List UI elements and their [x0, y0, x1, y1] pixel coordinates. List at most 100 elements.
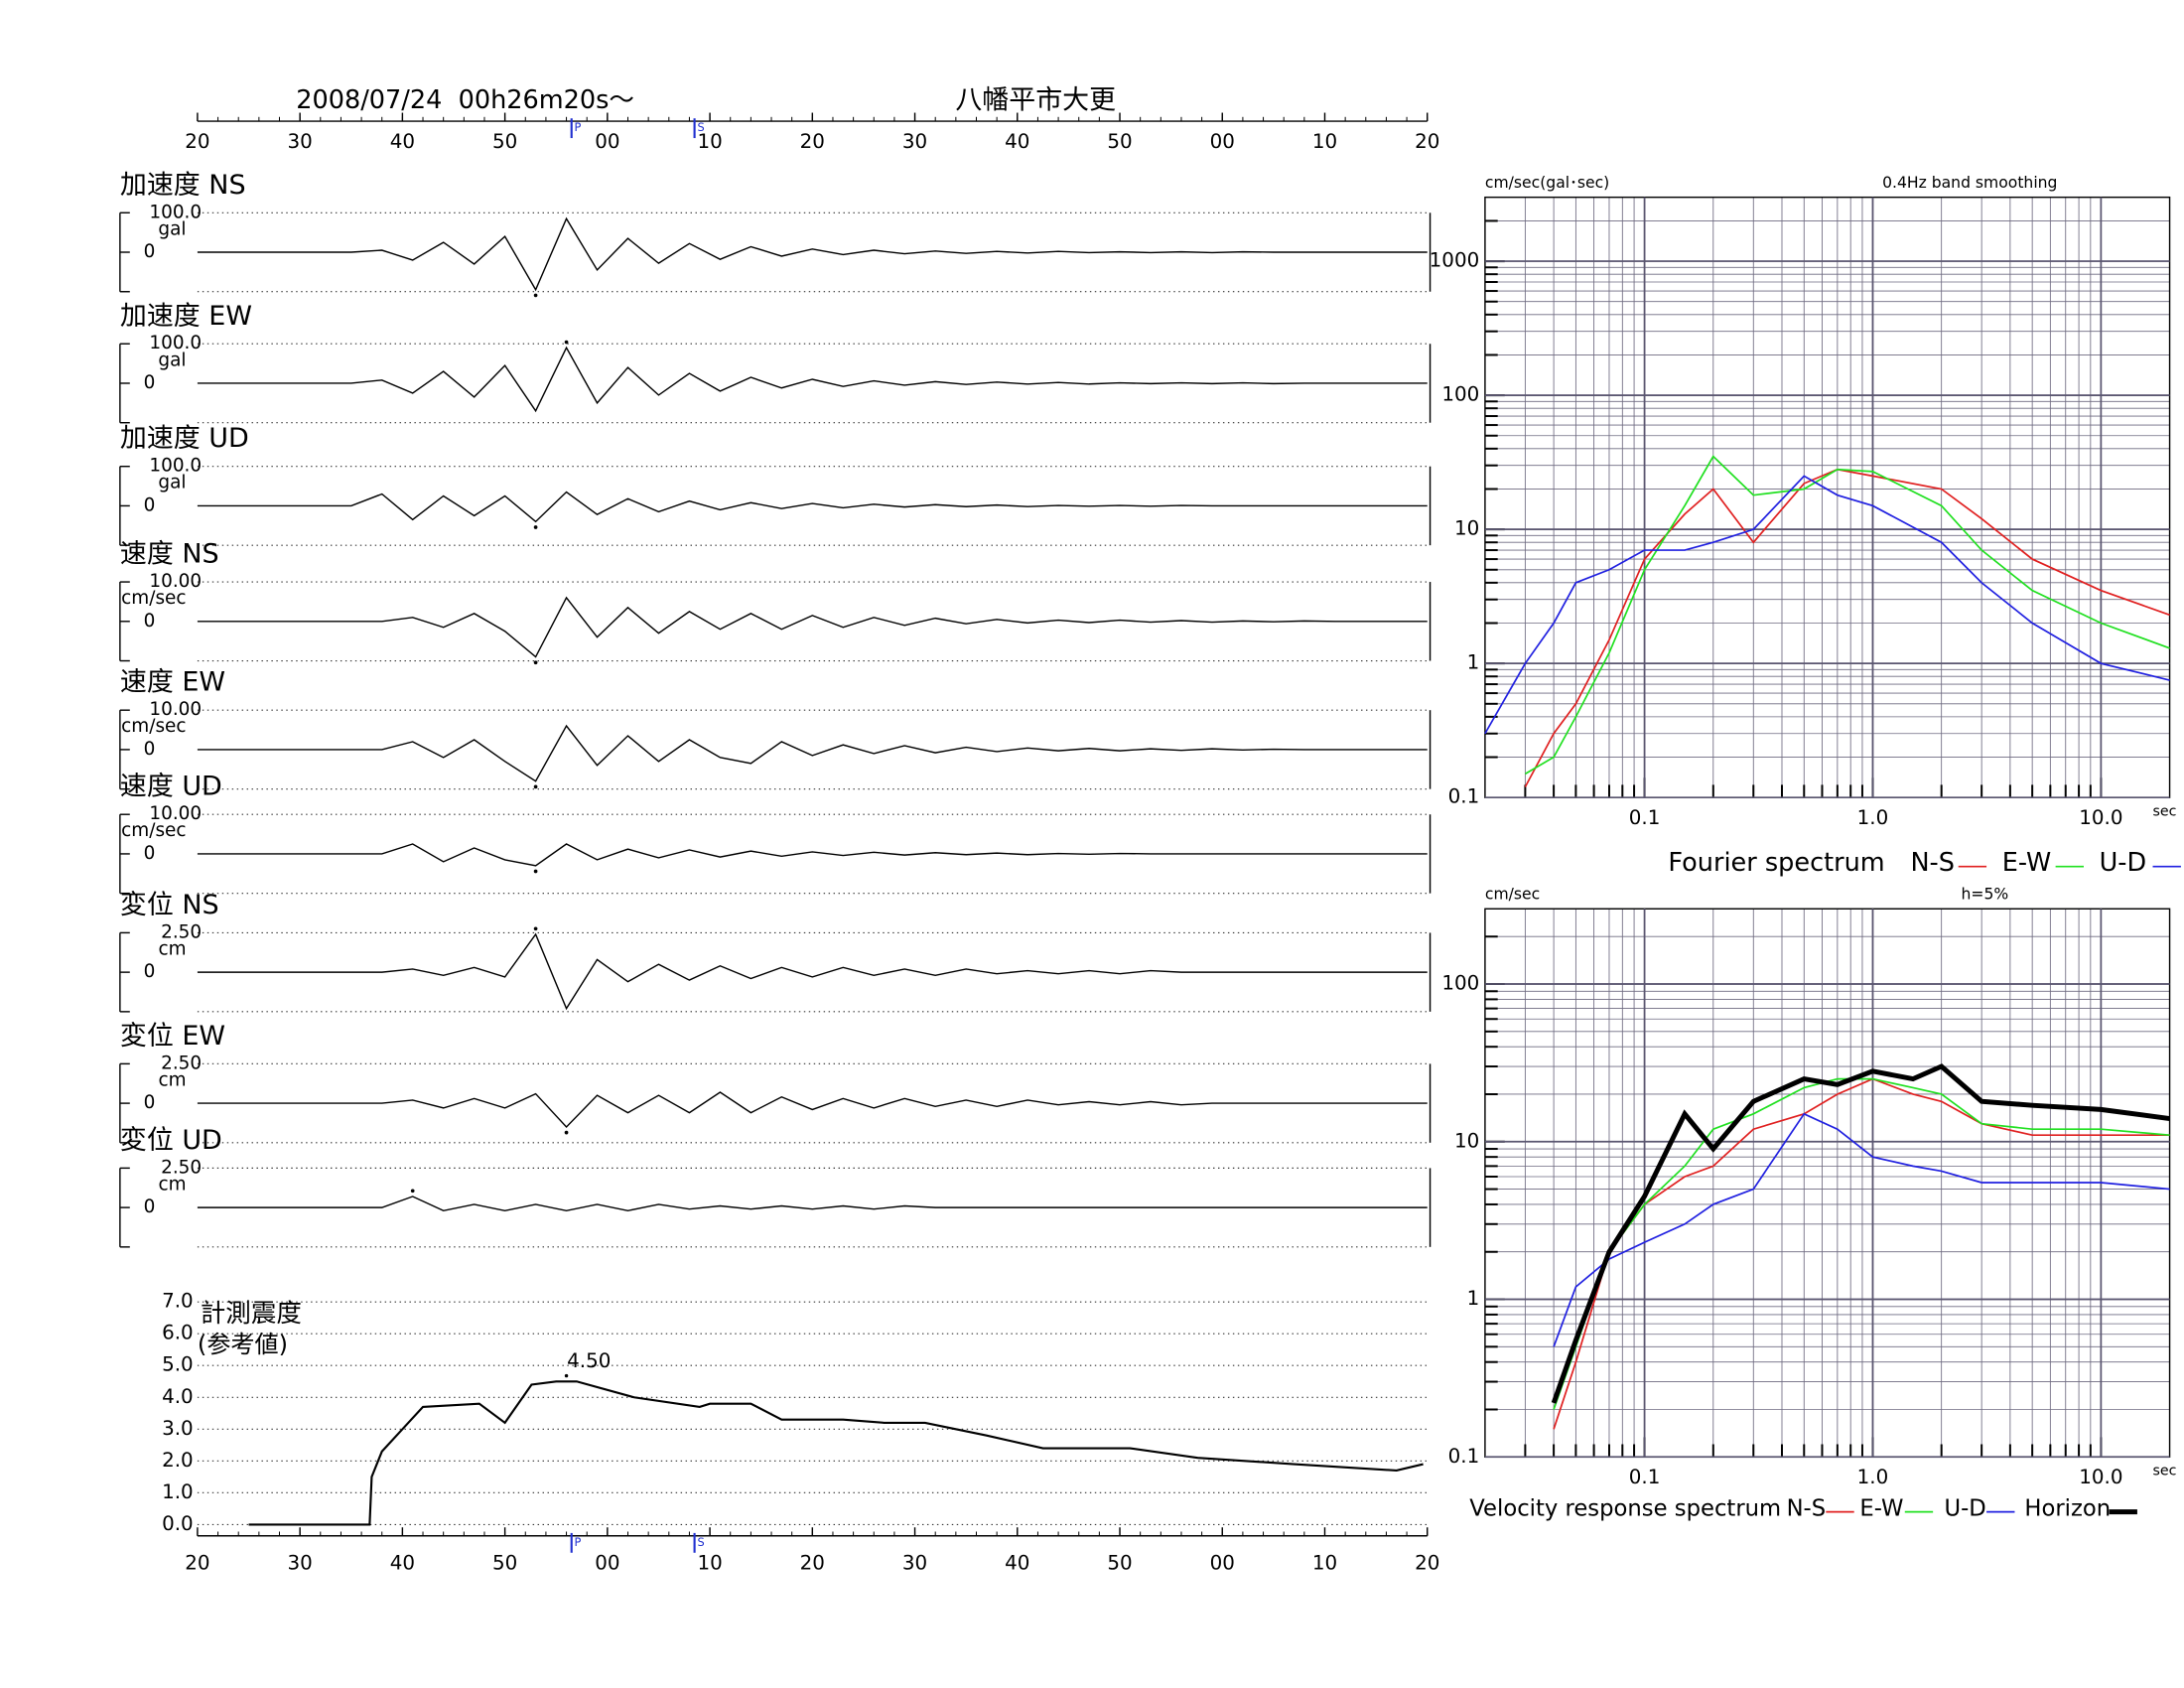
waveform	[197, 932, 1428, 1011]
trace-title: 速度 NS	[120, 539, 219, 570]
unit-label: gal	[158, 350, 186, 370]
time-tick-label: 20	[800, 1552, 825, 1575]
time-tick-label: 40	[1005, 1552, 1029, 1575]
time-tick-label: 30	[902, 1552, 927, 1575]
time-tick-label: 40	[1005, 130, 1029, 153]
phase-marker-label: S	[697, 1535, 704, 1549]
x-tick-label: 10.0	[2079, 806, 2122, 829]
x-tick-label: 1.0	[1857, 1466, 1889, 1488]
annotation-dot	[564, 1373, 569, 1378]
spectrum-line	[1553, 1112, 2170, 1347]
legend-label: E-W	[1859, 1495, 1903, 1521]
time-tick-label: 50	[492, 130, 517, 153]
time-tick-label: 00	[595, 1552, 619, 1575]
y-tick-label: 2.50	[161, 1053, 202, 1073]
legend-label: U-D	[2100, 848, 2147, 878]
peak-dot	[410, 1189, 415, 1194]
annotation: 4.50	[567, 1349, 611, 1372]
y-tick-label: 0	[144, 739, 156, 760]
legend-label: U-D	[1945, 1495, 1986, 1521]
y-axis-label: cm/sec(gal･sec)	[1485, 174, 1609, 192]
y-tick-label: 10.00	[149, 699, 202, 720]
y-tick-label: 100.0	[149, 333, 202, 353]
time-tick-label: 10	[697, 130, 722, 153]
waveform	[197, 843, 1428, 867]
y-tick-label: 7.0	[162, 1290, 194, 1313]
chart-subtitle: 0.4Hz band smoothing	[1882, 174, 2057, 192]
peak-dot	[564, 1130, 569, 1135]
y-tick-label: 0	[144, 1092, 156, 1113]
y-tick-label: 1	[1467, 651, 1480, 674]
spectrum-line	[1551, 1063, 2170, 1404]
waveform	[197, 491, 1428, 523]
unit-label: cm/sec	[121, 820, 186, 841]
spectrum-line	[1553, 1077, 2170, 1410]
peak-dot	[533, 784, 538, 789]
y-tick-label: 0.0	[162, 1512, 194, 1535]
chart-subtitle: h=5%	[1962, 886, 2009, 904]
y-tick-label: 0	[144, 372, 156, 393]
x-axis-label: sec	[2153, 803, 2177, 819]
spectrum-line	[1484, 475, 2170, 735]
peak-dot	[533, 926, 538, 931]
unit-label: gal	[158, 473, 186, 493]
time-tick-label: 20	[185, 1552, 209, 1575]
waveform	[197, 1196, 1428, 1212]
y-tick-label: 0	[144, 241, 156, 262]
unit-label: cm/sec	[121, 716, 186, 737]
trace-title: 速度 UD	[120, 772, 222, 802]
chart-title: 計測震度	[201, 1299, 302, 1329]
y-tick-label: 100.0	[149, 202, 202, 222]
y-tick-label: 1	[1467, 1287, 1480, 1310]
time-tick-label: 10	[1312, 1552, 1337, 1575]
unit-label: cm/sec	[121, 588, 186, 609]
time-tick-label: 10	[697, 1552, 722, 1575]
trace-title: 速度 EW	[120, 667, 225, 698]
time-tick-label: 40	[390, 1552, 415, 1575]
y-tick-label: 0	[144, 961, 156, 982]
time-tick-label: 50	[1107, 130, 1132, 153]
waveform	[197, 216, 1428, 292]
time-tick-label: 50	[492, 1552, 517, 1575]
y-tick-label: 10	[1454, 517, 1479, 540]
peak-dot	[533, 660, 538, 665]
y-tick-label: 100	[1441, 383, 1479, 406]
y-tick-label: 0	[144, 1196, 156, 1217]
y-tick-label: 1.0	[162, 1480, 194, 1503]
phase-marker-label: P	[575, 120, 582, 134]
legend-label: N-S	[1787, 1495, 1827, 1521]
station-name: 八幡平市大更	[955, 85, 1116, 116]
y-tick-label: 1000	[1430, 249, 1480, 272]
y-tick-label: 0	[144, 843, 156, 864]
time-tick-label: 20	[1415, 1552, 1439, 1575]
peak-dot	[564, 340, 569, 345]
chart-subtitle: (参考値)	[198, 1331, 288, 1358]
y-tick-label: 2.50	[161, 921, 202, 942]
y-tick-label: 10	[1454, 1129, 1479, 1152]
time-tick-label: 00	[1210, 1552, 1235, 1575]
y-tick-label: 3.0	[162, 1417, 194, 1440]
y-tick-label: 0	[144, 611, 156, 632]
legend-label: N-S	[1910, 848, 1955, 878]
x-axis-label: sec	[2153, 1463, 2177, 1478]
unit-label: cm	[158, 1174, 186, 1195]
waveform	[197, 346, 1428, 413]
trace-title: 加速度 NS	[120, 170, 246, 201]
time-tick-label: 40	[390, 130, 415, 153]
time-tick-label: 30	[288, 1552, 313, 1575]
x-tick-label: 10.0	[2079, 1466, 2122, 1488]
spectrum-line	[1524, 468, 2170, 787]
plot-frame	[1484, 196, 2171, 798]
trace-title: 加速度 UD	[120, 423, 249, 454]
unit-label: gal	[158, 218, 186, 239]
time-tick-label: 00	[1210, 130, 1235, 153]
phase-marker-label: S	[697, 120, 704, 134]
x-tick-label: 0.1	[1629, 806, 1661, 829]
y-tick-label: 2.0	[162, 1449, 194, 1472]
waveform	[197, 1091, 1428, 1128]
y-tick-label: 100.0	[149, 456, 202, 477]
y-tick-label: 10.00	[149, 803, 202, 824]
time-tick-label: 20	[1415, 130, 1439, 153]
unit-label: cm	[158, 938, 186, 959]
